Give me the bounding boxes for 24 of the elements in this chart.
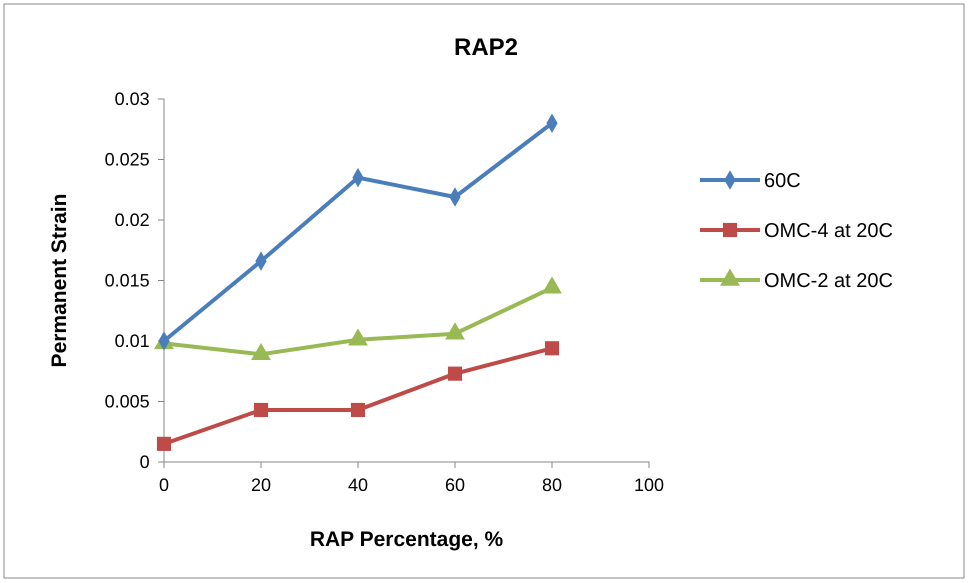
y-axis-title: Permanent Strain (48, 194, 71, 368)
point (350, 402, 366, 418)
y-tick-label: 0 (140, 452, 150, 472)
x-tick-label: 40 (348, 474, 368, 495)
x-tick-label: 80 (542, 474, 562, 495)
x-tick-label: 0 (158, 474, 170, 495)
y-tick-label: 0.015 (104, 270, 150, 290)
chart-title: RAP2 (454, 34, 518, 61)
legend-label: OMC-4 at 20C (764, 220, 893, 242)
legend-label: 60C (764, 170, 801, 192)
x-tick-label: 100 (634, 474, 664, 495)
point (254, 402, 268, 418)
legend-label: OMC-2 at 20C (764, 270, 893, 292)
x-axis-title: RAP Percentage, % (310, 528, 504, 551)
y-tick-label: 0.02 (114, 210, 150, 230)
point (156, 436, 172, 451)
y-tick-label: 0.025 (104, 149, 150, 170)
point (544, 341, 560, 356)
x-tick-label: 20 (250, 474, 272, 495)
x-tick-label: 60 (444, 474, 466, 495)
point (448, 366, 462, 381)
y-tick-label: 0.01 (114, 330, 150, 351)
y-tick-label: 0.005 (104, 391, 150, 412)
y-tick-label: 0.03 (114, 88, 150, 109)
